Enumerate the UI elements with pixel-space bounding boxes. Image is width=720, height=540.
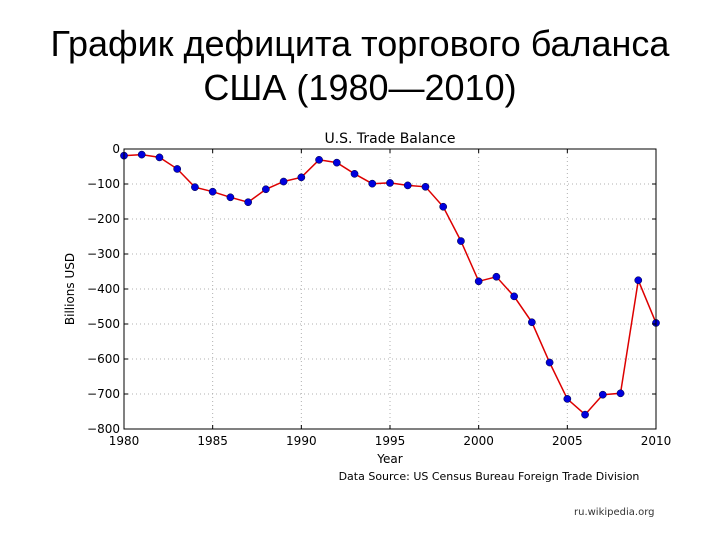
y-tick-label: −300 [87, 247, 120, 261]
data-point [616, 389, 625, 398]
data-point [457, 237, 465, 245]
data-point [474, 277, 483, 286]
data-point [226, 193, 235, 202]
data-point [297, 173, 306, 182]
data-point [315, 156, 323, 164]
x-tick-label: 2005 [552, 434, 583, 448]
data-point [634, 276, 643, 285]
y-axis-label: Billions USD [63, 253, 77, 325]
data-point [173, 165, 182, 173]
x-tick-label: 1995 [375, 434, 406, 448]
ticks-layer: 1980 1985 1990 1995 2000 2005 2010 0 −100 −200 −30… [87, 142, 671, 448]
y-tick-label: −600 [87, 352, 120, 366]
data-point [332, 158, 341, 167]
slide-title-line-1: График дефицита торгового баланса [50, 23, 670, 64]
data-point [386, 179, 394, 187]
slide-title: График дефицита торгового баланса США (1… [0, 22, 720, 110]
data-point [262, 185, 270, 194]
data-point [244, 198, 252, 207]
data-point [350, 170, 359, 178]
data-point [368, 179, 377, 188]
y-tick-label: −100 [87, 177, 120, 191]
source-credit: ru.wikipedia.org [574, 507, 655, 518]
data-point [439, 202, 448, 211]
y-tick-label: 0 [112, 142, 120, 156]
chart-title: U.S. Trade Balance [324, 131, 455, 147]
source-note: Data Source: US Census Bureau Foreign Tr… [339, 470, 640, 483]
data-point [528, 318, 536, 327]
data-point [510, 292, 518, 301]
y-tick-label: −500 [87, 317, 120, 331]
data-point [563, 395, 572, 403]
x-tick-label: 2010 [641, 434, 672, 448]
slide-title-line-2: США (1980—2010) [203, 67, 517, 108]
data-point [545, 358, 554, 367]
y-tick-label: −700 [87, 387, 120, 401]
data-point [492, 272, 501, 281]
data-point [279, 177, 288, 186]
data-point [421, 182, 430, 191]
data-point [581, 410, 589, 419]
x-tick-label: 1980 [109, 434, 140, 448]
series-layer [120, 150, 660, 419]
data-point [191, 183, 199, 191]
data-point [208, 187, 217, 196]
y-tick-label: −800 [87, 422, 120, 436]
x-tick-label: 1985 [197, 434, 228, 448]
y-tick-label: −400 [87, 282, 120, 296]
data-point [403, 181, 412, 190]
data-point [598, 390, 607, 399]
y-tick-label: −200 [87, 212, 120, 226]
data-point [155, 153, 164, 162]
grid-layer [123, 148, 657, 430]
data-point [137, 150, 146, 159]
x-axis-label: Year [376, 452, 402, 466]
x-tick-label: 1990 [286, 434, 317, 448]
x-tick-label: 2000 [463, 434, 494, 448]
